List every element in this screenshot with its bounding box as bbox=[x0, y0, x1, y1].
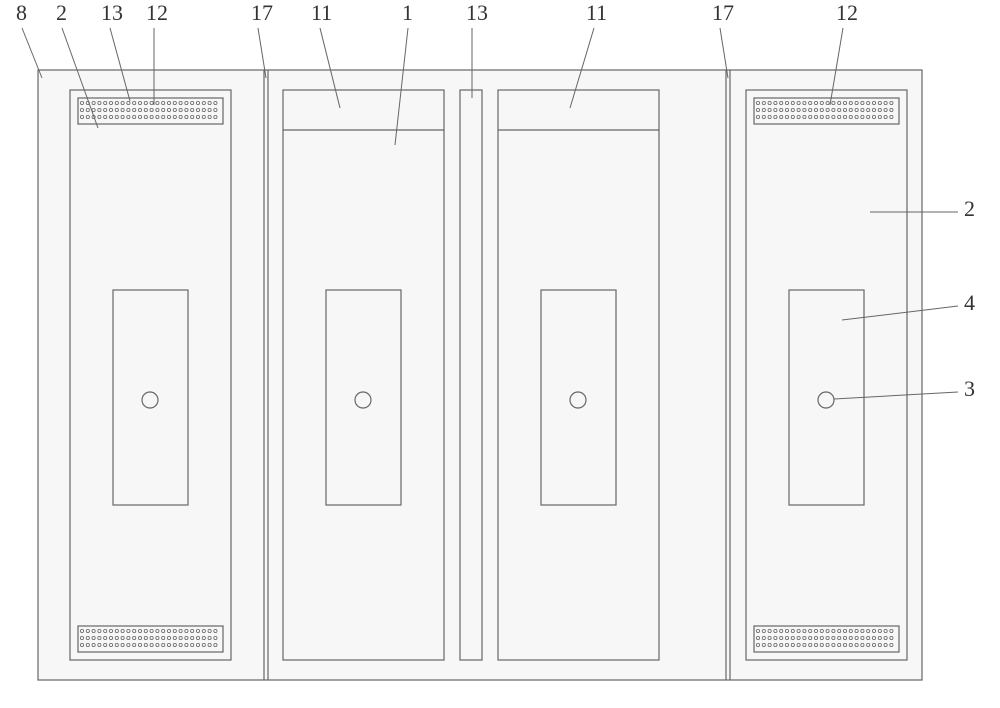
door-2 bbox=[283, 90, 444, 660]
leader-label: 2 bbox=[56, 0, 67, 25]
leader-label: 12 bbox=[146, 0, 168, 25]
door-1 bbox=[70, 90, 231, 660]
leader-label: 8 bbox=[16, 0, 27, 25]
mid-strip bbox=[460, 90, 482, 660]
leader-label: 13 bbox=[466, 0, 488, 25]
leader-label: 17 bbox=[712, 0, 734, 25]
leader-label: 17 bbox=[251, 0, 273, 25]
leader-label: 11 bbox=[586, 0, 607, 25]
leader-label: 13 bbox=[101, 0, 123, 25]
leader-label: 4 bbox=[964, 290, 975, 315]
leader-label: 1 bbox=[402, 0, 413, 25]
leader-label: 2 bbox=[964, 196, 975, 221]
leader-label: 11 bbox=[311, 0, 332, 25]
leader-label: 3 bbox=[964, 376, 975, 401]
door-4 bbox=[746, 90, 907, 660]
door-3 bbox=[498, 90, 659, 660]
leader-label: 12 bbox=[836, 0, 858, 25]
